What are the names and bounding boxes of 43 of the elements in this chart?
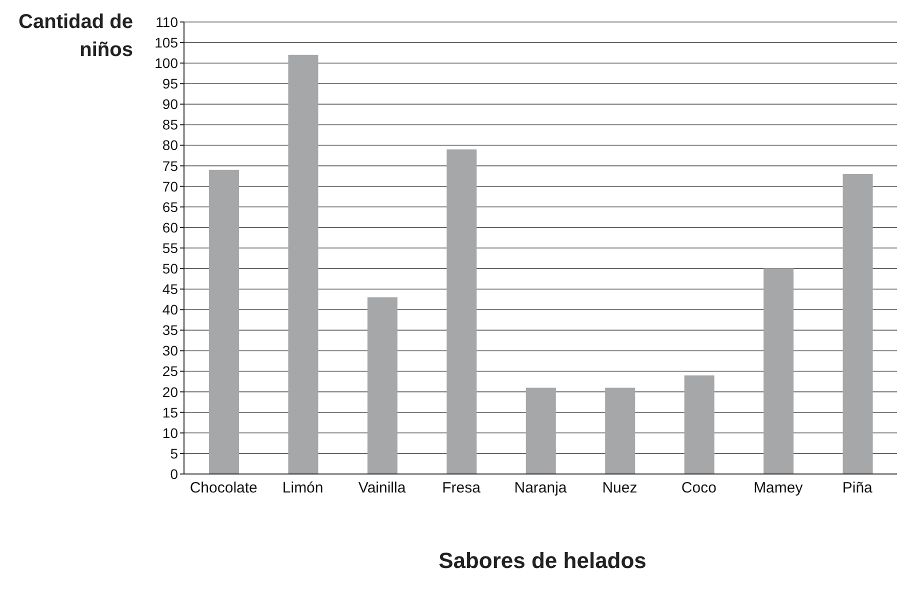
bar	[605, 388, 636, 474]
y-tick-label: 70	[162, 178, 178, 194]
y-tick-label: 5	[170, 445, 178, 462]
x-tick-label: Vainilla	[358, 480, 406, 497]
y-tick-label: 100	[154, 55, 178, 72]
y-tick-label: 65	[162, 198, 178, 215]
bar	[288, 54, 318, 474]
y-tick-label: 10	[162, 424, 178, 441]
y-tick-label: 105	[154, 34, 178, 51]
bar	[764, 268, 794, 474]
bar	[367, 297, 398, 474]
bar	[209, 170, 239, 474]
y-tick-label: 50	[162, 260, 178, 277]
y-tick-label: 40	[162, 302, 178, 318]
bar	[684, 375, 714, 474]
x-tick-label: Nuez	[602, 480, 638, 497]
x-tick-label: Piña	[842, 480, 874, 497]
y-tick-label: 95	[162, 76, 178, 92]
x-tick-label: Chocolate	[190, 480, 258, 497]
y-tick-label: 75	[162, 158, 178, 174]
x-tick-label: Mamey	[754, 480, 804, 497]
y-tick-label: 25	[162, 363, 178, 380]
y-tick-label: 90	[162, 96, 178, 112]
x-tick-label: Naranja	[514, 480, 568, 497]
x-tick-label: Fresa	[442, 480, 482, 497]
y-tick-label: 20	[162, 384, 178, 400]
x-tick-label: Coco	[681, 480, 716, 497]
y-tick-label: 85	[162, 116, 178, 133]
bar	[446, 149, 477, 474]
y-tick-label: 55	[162, 240, 178, 256]
bar	[526, 388, 556, 474]
x-tick-label: Limón	[282, 480, 324, 497]
y-tick-label: 35	[162, 322, 178, 338]
y-axis-title: Cantidad de niños	[18, 10, 133, 63]
y-tick-label: 15	[162, 404, 178, 420]
y-tick-label: 60	[162, 219, 178, 236]
y-tick-label: 0	[170, 466, 178, 482]
x-axis-title: Sabores de helados	[438, 548, 648, 574]
y-tick-label: 30	[162, 342, 178, 359]
y-tick-label: 45	[162, 281, 178, 298]
y-tick-label: 110	[156, 14, 178, 30]
bar	[842, 174, 873, 474]
y-tick-label: 80	[162, 137, 178, 154]
